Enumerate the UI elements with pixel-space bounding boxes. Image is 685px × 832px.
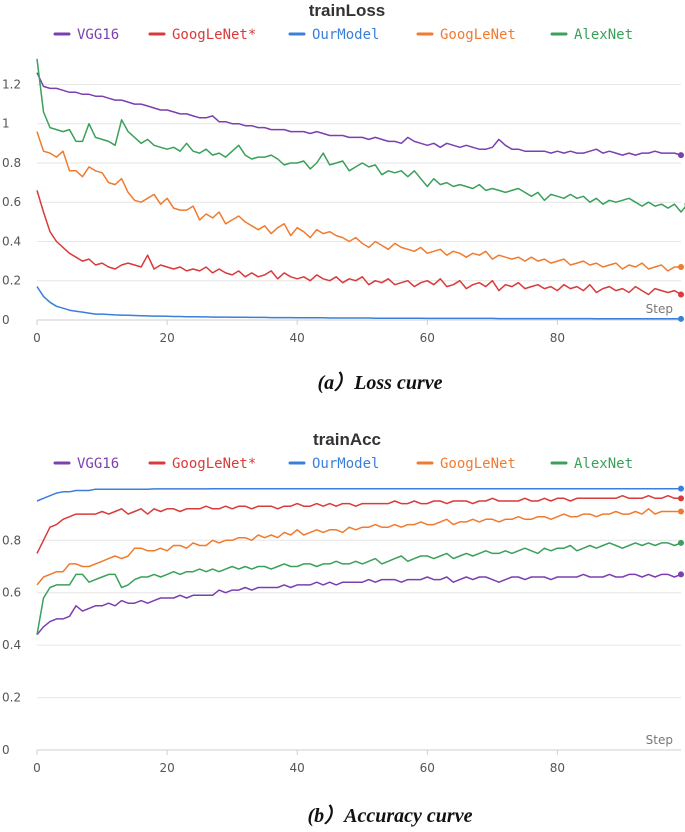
x-tick-label: 80 [550,761,565,775]
x-tick-label: 80 [550,331,565,345]
series-end-marker [678,264,684,270]
x-tick-label: 0 [33,761,41,775]
legend-label: GoogLeNet [440,27,516,43]
series-line-googlenet [36,131,681,272]
legend-label: AlexNet [574,456,633,472]
legend-item[interactable]: GoogLeNet* [148,27,256,43]
y-tick-label: 0.2 [2,691,21,705]
y-tick-label: 0 [2,743,10,757]
x-tick-label: 60 [420,761,435,775]
series-line-alexnet [36,58,685,213]
legend-item[interactable]: OurModel [288,456,379,472]
legend-label: VGG16 [77,456,119,472]
x-tick-label: 40 [290,761,305,775]
series-end-marker [678,485,684,492]
chart-train-acc: trainAcc VGG16 GoogLeNet* OurModel GoogLeNe… [2,430,684,775]
y-tick-label: 0.8 [2,156,21,170]
chart-title: trainLoss [309,1,386,20]
legend-item[interactable]: OurModel [288,27,379,43]
series-line-ourmodel [36,286,681,320]
legend-item[interactable]: AlexNet [550,456,633,472]
legend-item[interactable]: GoogLeNet* [148,456,256,472]
series-lines [36,58,685,322]
series-line-googlenet- [36,190,682,296]
legend-label: GoogLeNet* [172,27,256,43]
x-tick-label: 0 [33,331,41,345]
legend-item[interactable]: VGG16 [53,456,119,472]
x-axis-label: Step [646,302,673,316]
legend-label: VGG16 [77,27,119,43]
y-tick-label: 0.6 [2,586,21,600]
legend-label: OurModel [312,456,379,472]
y-tick-label: 0 [2,313,10,327]
y-tick-label: 0.6 [2,195,21,209]
gridlines [37,539,681,751]
x-tick-label: 40 [290,331,305,345]
chart-title: trainAcc [313,430,381,449]
y-tick-label: 0.2 [2,274,21,288]
legend-label: AlexNet [574,27,633,43]
legend-item[interactable]: AlexNet [550,27,633,43]
caption-b: (b）Accuracy curve [308,804,473,827]
legend-label: GoogLeNet [440,456,516,472]
legend: VGG16 GoogLeNet* OurModel GoogLeNet AlexNet [53,456,633,472]
y-axis-ticks: 0 0.2 0.4 0.6 0.8 1 1.2 [2,77,21,327]
legend: VGG16 GoogLeNet* OurModel GoogLeNet AlexNet [53,27,633,43]
y-tick-label: 1 [2,117,10,131]
x-tick-label: 20 [159,761,174,775]
series-line-googlenet- [36,494,681,554]
series-line-googlenet [36,508,681,586]
series-end-marker [678,291,684,298]
series-end-marker [678,571,684,578]
series-line-ourmodel [36,487,681,502]
series-end-marker [678,315,684,322]
series-line-alexnet [36,542,682,635]
x-axis-ticks: 0 20 40 60 80 [33,320,565,345]
y-tick-label: 0.4 [2,234,21,248]
y-axis-ticks: 0 0.2 0.4 0.6 0.8 [2,533,21,757]
y-tick-label: 0.4 [2,638,21,652]
chart-train-loss: trainLoss VGG16 GoogLeNet* OurModel GoogLeN… [2,1,685,345]
x-tick-label: 60 [420,331,435,345]
series-line-vgg16 [36,573,682,636]
series-end-marker [678,152,684,159]
x-axis-label: Step [646,733,673,747]
y-tick-label: 0.8 [2,533,21,547]
legend-item[interactable]: VGG16 [53,27,119,43]
legend-label: GoogLeNet* [172,456,256,472]
legend-item[interactable]: GoogLeNet [416,27,516,43]
legend-item[interactable]: GoogLeNet [416,456,516,472]
series-lines [36,485,684,636]
x-axis-ticks: 0 20 40 60 80 [33,750,565,775]
caption-a: (a）Loss curve [318,371,443,394]
series-end-marker [678,539,684,546]
gridlines [37,83,681,321]
series-line-vgg16 [36,72,682,156]
series-end-marker [678,495,684,502]
y-tick-label: 1.2 [2,77,21,91]
x-tick-label: 20 [159,331,174,345]
series-end-marker [678,508,684,515]
legend-label: OurModel [312,27,379,43]
